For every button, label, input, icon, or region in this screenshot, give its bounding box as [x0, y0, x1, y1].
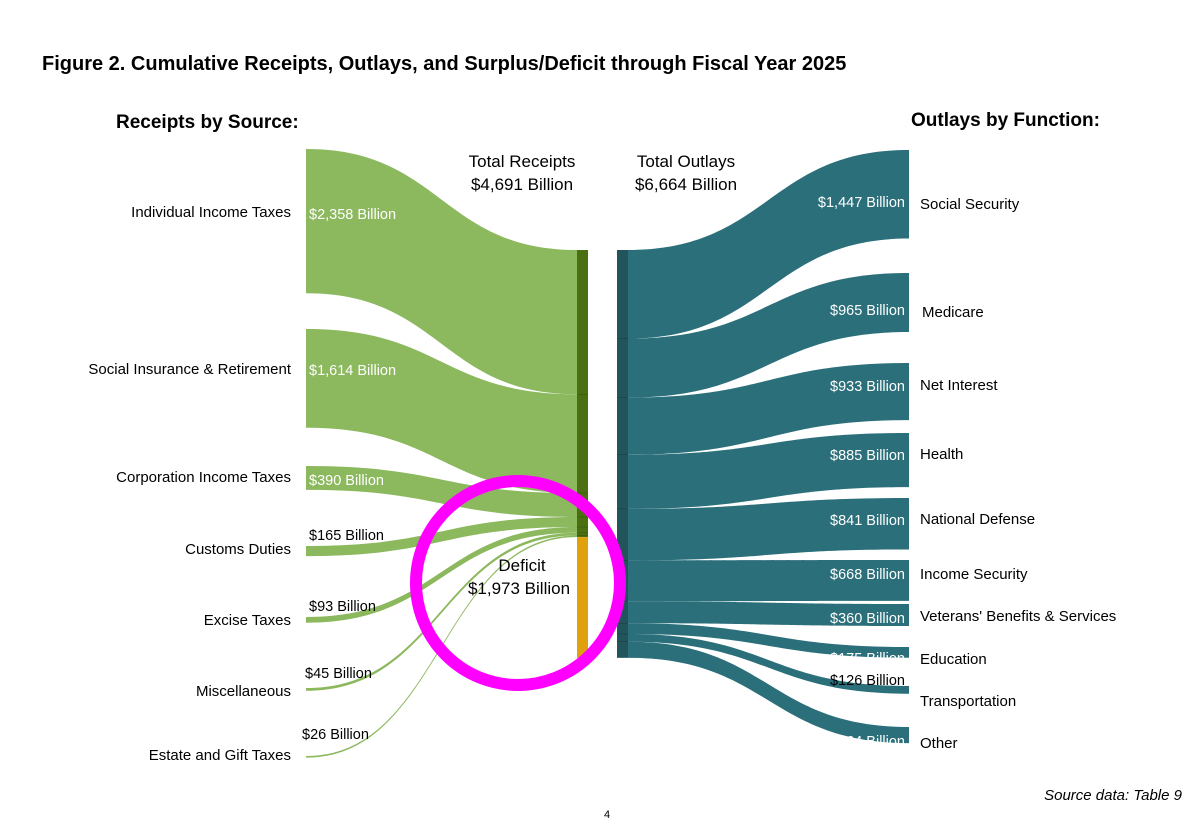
receipt-category-label: Customs Duties	[185, 541, 291, 558]
receipt-category-label: Individual Income Taxes	[131, 204, 291, 221]
receipt-category-label: Corporation Income Taxes	[116, 469, 291, 486]
outlay-category-label: Transportation	[920, 693, 1016, 710]
deficit-label: Deficit	[498, 556, 546, 575]
outlay-value-label: $965 Billion	[830, 303, 905, 319]
outlay-flow-education	[628, 623, 909, 658]
outlay-category-label: Income Security	[920, 566, 1028, 583]
total-outlays-value: $6,664 Billion	[635, 175, 737, 194]
deficit-bar	[577, 537, 588, 658]
outlay-flow-social-security	[628, 150, 909, 339]
receipt-category-label: Miscellaneous	[196, 683, 291, 700]
receipt-category-label: Estate and Gift Taxes	[149, 747, 291, 764]
bar-segment-dividers	[577, 338, 628, 642]
receipts-header: Receipts by Source:	[116, 112, 299, 133]
receipt-flow-excise-taxes	[306, 527, 577, 623]
outlay-value-label: $264 Billion	[830, 734, 905, 750]
outlay-value-label: $360 Billion	[830, 611, 905, 627]
receipt-value-label: $2,358 Billion	[309, 207, 396, 223]
outlay-flow-transportation	[628, 633, 909, 694]
outlay-flow-veterans-benefits-services	[628, 601, 909, 627]
receipt-value-label: $45 Billion	[305, 666, 372, 682]
outlay-value-label: $668 Billion	[830, 567, 905, 583]
total-receipts-bar	[577, 250, 588, 538]
source-note: Source data: Table 9	[1044, 787, 1183, 804]
receipt-flow-social-insurance-retirement	[306, 329, 577, 494]
page-number: 4	[604, 809, 610, 821]
total-outlays-bar	[617, 250, 628, 658]
outlay-flow-national-defense	[628, 498, 909, 561]
receipt-category-label: Excise Taxes	[204, 612, 291, 629]
total-receipts-value: $4,691 Billion	[471, 175, 573, 194]
receipt-flow-customs-duties	[306, 516, 577, 557]
total-outlays-label: Total Outlays	[637, 152, 735, 171]
outlay-category-label: Medicare	[922, 304, 984, 321]
outlay-flow-medicare	[628, 273, 909, 398]
outlay-labels: Social Security $1,447 Billion Medicare $96…	[818, 195, 1116, 752]
outlay-category-label: Health	[920, 446, 963, 463]
outlay-category-label: Social Security	[920, 196, 1020, 213]
outlay-flow-net-interest	[628, 363, 909, 455]
receipt-flow-corporation-income-taxes	[306, 466, 577, 517]
total-receipts-label: Total Receipts	[469, 152, 576, 171]
outlays-header: Outlays by Function:	[911, 110, 1100, 131]
receipt-flow-individual-income-taxes	[306, 149, 577, 395]
outlay-value-label: $933 Billion	[830, 379, 905, 395]
outlay-category-label: Net Interest	[920, 377, 998, 394]
receipt-category-label: Social Insurance & Retirement	[88, 361, 291, 378]
outlay-value-label: $126 Billion	[830, 673, 905, 689]
outlay-flows	[628, 150, 909, 744]
outlay-flow-health	[628, 433, 909, 509]
receipt-value-label: $390 Billion	[309, 473, 384, 489]
outlay-category-label: Education	[920, 651, 987, 668]
receipt-value-label: $93 Billion	[309, 599, 376, 615]
receipt-value-label: $165 Billion	[309, 528, 384, 544]
outlay-category-label: Veterans' Benefits & Services	[920, 608, 1116, 625]
receipt-flow-miscellaneous	[306, 532, 577, 691]
outlay-category-label: National Defense	[920, 511, 1035, 528]
outlay-value-label: $885 Billion	[830, 448, 905, 464]
outlay-value-label: $1,447 Billion	[818, 195, 905, 211]
outlay-flow-income-security	[628, 560, 909, 602]
outlay-value-label: $841 Billion	[830, 513, 905, 529]
outlay-flow-other	[628, 641, 909, 744]
outlay-value-label: $175 Billion	[830, 651, 905, 667]
outlay-category-label: Other	[920, 735, 958, 752]
figure-title: Figure 2. Cumulative Receipts, Outlays, …	[42, 53, 846, 75]
receipt-value-label: $1,614 Billion	[309, 363, 396, 379]
deficit-value: $1,973 Billion	[468, 579, 570, 598]
receipt-value-label: $26 Billion	[302, 727, 369, 743]
deficit-highlight-circle	[410, 475, 626, 691]
receipt-labels: Individual Income Taxes $2,358 Billion Soc…	[88, 204, 396, 764]
